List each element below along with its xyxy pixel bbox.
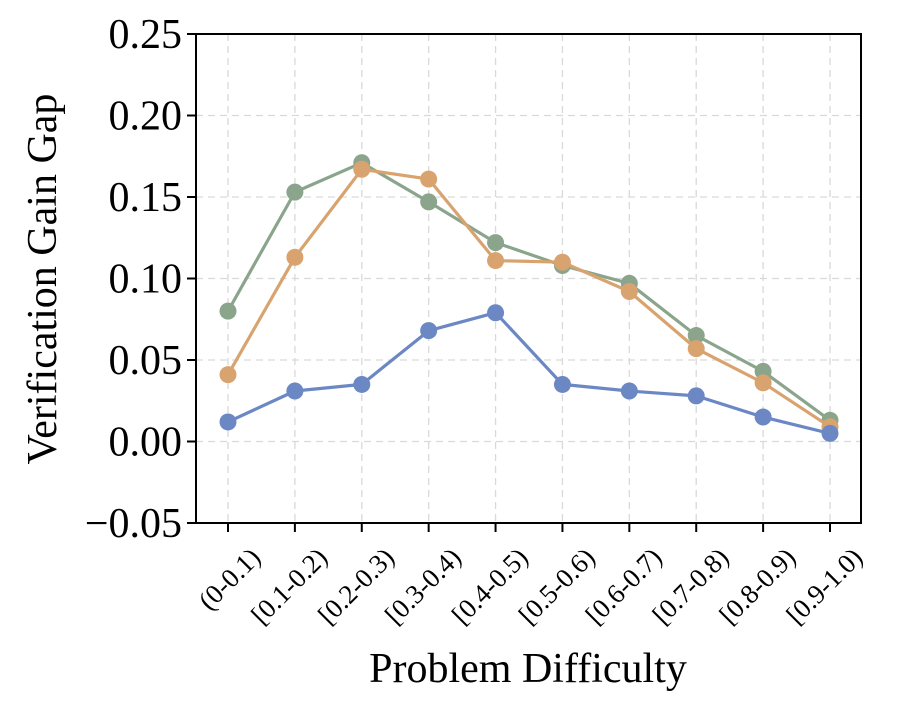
data-point-orange: [420, 170, 438, 188]
data-point-orange: [754, 374, 772, 392]
x-axis: (0-0.1)[0.1-0.2)[0.2-0.3)[0.3-0.4)[0.4-0…: [193, 523, 868, 630]
y-axis: −0.05 0.00 0.05 0.10 0.15 0.20 0.25: [85, 12, 196, 547]
data-point-green: [487, 234, 505, 252]
x-axis-title: Problem Difficulty: [369, 646, 687, 692]
data-point-green: [219, 302, 237, 320]
y-tick-label: 0.05: [109, 338, 183, 384]
data-point-blue: [286, 382, 304, 400]
data-point-green: [286, 183, 304, 201]
data-point-blue: [420, 322, 438, 340]
data-point-blue: [487, 304, 505, 322]
series-line-blue: [227, 311, 831, 435]
series-line-green: [226, 161, 831, 422]
data-point-orange: [620, 283, 638, 301]
x-tick-label: [0.9-1.0): [780, 542, 868, 630]
data-point-orange: [286, 248, 304, 266]
series-orange: [219, 160, 839, 436]
series-group: [219, 154, 839, 442]
y-axis-title: Verification Gain Gap: [20, 94, 66, 465]
y-tick-label: 0.15: [109, 175, 183, 221]
y-tick-label: 0.10: [109, 257, 183, 303]
data-point-orange: [553, 253, 571, 271]
grid-lines: [196, 33, 861, 524]
data-point-blue: [553, 375, 571, 393]
data-point-orange: [219, 366, 237, 384]
series-green: [219, 154, 839, 429]
series-blue: [219, 304, 839, 442]
data-point-blue: [687, 387, 705, 405]
data-point-blue: [353, 375, 371, 393]
data-point-blue: [821, 424, 839, 442]
data-point-blue: [219, 413, 237, 431]
y-tick-label: 0.20: [109, 94, 183, 140]
data-point-green: [420, 193, 438, 211]
data-point-orange: [687, 340, 705, 358]
data-point-blue: [620, 382, 638, 400]
data-point-orange: [353, 160, 371, 178]
y-tick-label: −0.05: [85, 501, 182, 547]
y-tick-label: 0.25: [109, 12, 183, 58]
data-point-blue: [754, 408, 772, 426]
data-point-green: [687, 327, 705, 345]
data-point-orange: [487, 252, 505, 270]
series-line-orange: [226, 167, 831, 429]
y-tick-label: 0.00: [109, 420, 183, 466]
